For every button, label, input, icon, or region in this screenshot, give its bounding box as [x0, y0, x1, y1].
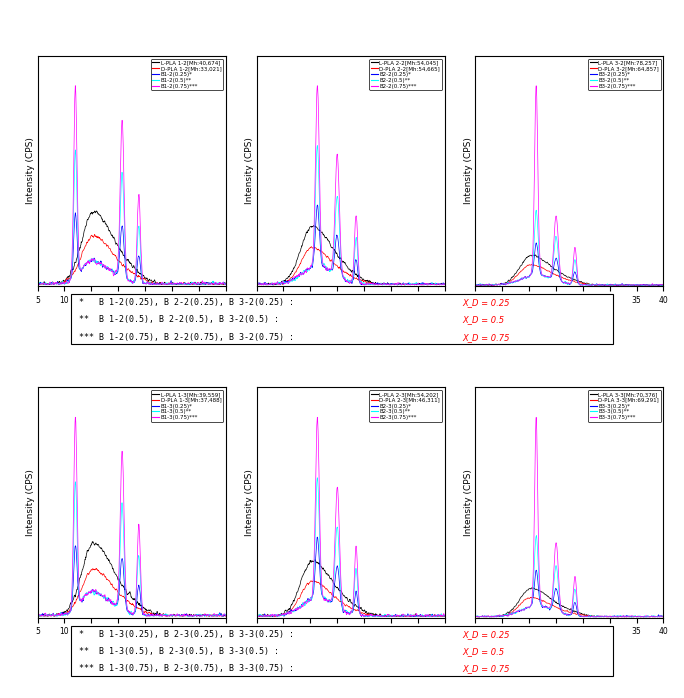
Y-axis label: Intensity (CPS): Intensity (CPS)	[464, 138, 473, 205]
Y-axis label: Intensity (CPS): Intensity (CPS)	[464, 469, 473, 536]
Legend: L-PLA 1-3[Mh:39,559], D-PLA 1-3[Mh:37,488], B1-3(0.25)*, B1-3(0.5)**, B1-3(0.75): L-PLA 1-3[Mh:39,559], D-PLA 1-3[Mh:37,48…	[150, 390, 223, 422]
X-axis label: 2θ (deg): 2θ (deg)	[332, 639, 369, 648]
X-axis label: 2θ (deg): 2θ (deg)	[113, 639, 150, 648]
Text: X_D = 0.25: X_D = 0.25	[462, 630, 510, 639]
Text: X_D = 0.75: X_D = 0.75	[462, 664, 510, 673]
Text: *   B 1-3(0.25), B 2-3(0.25), B 3-3(0.25) :: * B 1-3(0.25), B 2-3(0.25), B 3-3(0.25) …	[79, 630, 300, 639]
Text: **  B 1-2(0.5), B 2-2(0.5), B 3-2(0.5) :: ** B 1-2(0.5), B 2-2(0.5), B 3-2(0.5) :	[79, 315, 285, 325]
Text: X_D = 0.25: X_D = 0.25	[462, 298, 510, 307]
Legend: L-PLA 3-3[Mh:70,376], D-PLA 3-3[Mh:69,291], B3-3(0.25)*, B3-3(0.5)**, B3-3(0.75): L-PLA 3-3[Mh:70,376], D-PLA 3-3[Mh:69,29…	[588, 390, 661, 422]
Text: *** B 1-2(0.75), B 2-2(0.75), B 3-2(0.75) :: *** B 1-2(0.75), B 2-2(0.75), B 3-2(0.75…	[79, 333, 300, 341]
X-axis label: 2θ (deg): 2θ (deg)	[551, 639, 588, 648]
X-axis label: 2θ (deg): 2θ (deg)	[332, 308, 369, 317]
Text: **  B 1-3(0.5), B 2-3(0.5), B 3-3(0.5) :: ** B 1-3(0.5), B 2-3(0.5), B 3-3(0.5) :	[79, 647, 285, 656]
Y-axis label: Intensity (CPS): Intensity (CPS)	[26, 138, 35, 205]
Y-axis label: Intensity (CPS): Intensity (CPS)	[26, 469, 35, 536]
Text: X_D = 0.75: X_D = 0.75	[462, 333, 510, 341]
Text: *   B 1-2(0.25), B 2-2(0.25), B 3-2(0.25) :: * B 1-2(0.25), B 2-2(0.25), B 3-2(0.25) …	[79, 298, 300, 307]
Legend: L-PLA 1-2[Mh:40,674], D-PLA 1-2[Mh:33,021], B1-2(0.25)*, B1-2(0.5)**, B1-2(0.75): L-PLA 1-2[Mh:40,674], D-PLA 1-2[Mh:33,02…	[150, 59, 223, 90]
X-axis label: 2θ (deg): 2θ (deg)	[551, 308, 588, 317]
Text: X_D = 0.5: X_D = 0.5	[462, 647, 505, 656]
Legend: L-PLA 2-2[Mh:54,045], D-PLA 2-2[Mh:54,665], B2-2(0.25)*, B2-2(0.5)**, B2-2(0.75): L-PLA 2-2[Mh:54,045], D-PLA 2-2[Mh:54,66…	[369, 59, 442, 90]
Y-axis label: Intensity (CPS): Intensity (CPS)	[245, 138, 254, 205]
Legend: L-PLA 2-3[Mh:54,202], D-PLA 2-3[Mh:46,311], B2-3(0.25)*, B2-3(0.5)**, B2-3(0.75): L-PLA 2-3[Mh:54,202], D-PLA 2-3[Mh:46,31…	[369, 390, 442, 422]
X-axis label: 2θ (deg): 2θ (deg)	[113, 308, 150, 317]
Text: X_D = 0.5: X_D = 0.5	[462, 315, 505, 325]
Legend: L-PLA 3-2[Mh:78,257], D-PLA 3-2[Mh:64,857], B3-2(0.25)*, B3-2(0.5)**, B3-2(0.75): L-PLA 3-2[Mh:78,257], D-PLA 3-2[Mh:64,85…	[588, 59, 661, 90]
Text: *** B 1-3(0.75), B 2-3(0.75), B 3-3(0.75) :: *** B 1-3(0.75), B 2-3(0.75), B 3-3(0.75…	[79, 664, 300, 673]
Y-axis label: Intensity (CPS): Intensity (CPS)	[245, 469, 254, 536]
